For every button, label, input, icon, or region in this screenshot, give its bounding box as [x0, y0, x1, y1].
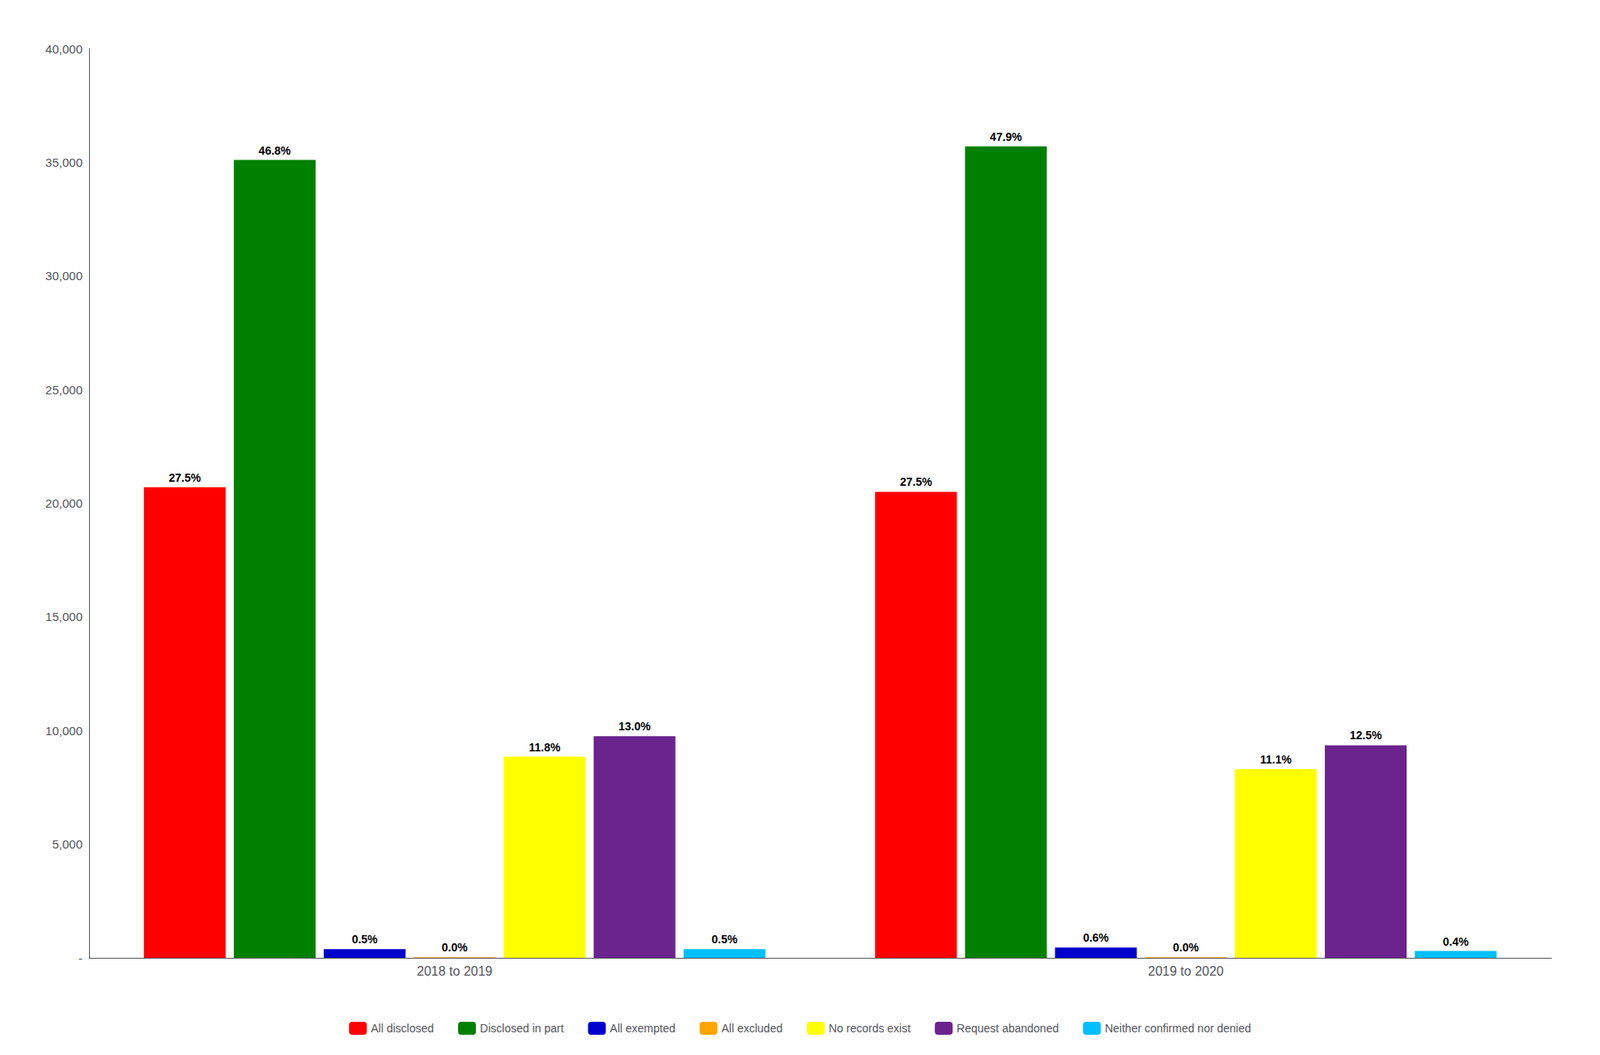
- svg-text:All excluded: All excluded: [721, 1021, 783, 1035]
- svg-text:15,000: 15,000: [45, 609, 83, 624]
- svg-text:35,000: 35,000: [45, 155, 83, 170]
- svg-text:5,000: 5,000: [51, 836, 83, 851]
- svg-text:All exempted: All exempted: [610, 1021, 676, 1035]
- svg-text:27.5%: 27.5%: [168, 471, 201, 484]
- svg-text:No records exist: No records exist: [828, 1021, 911, 1035]
- svg-text:30,000: 30,000: [45, 268, 83, 283]
- svg-text:20,000: 20,000: [45, 496, 83, 510]
- svg-text:10,000: 10,000: [45, 723, 83, 738]
- svg-text:0.5%: 0.5%: [711, 932, 738, 946]
- svg-text:-: -: [78, 950, 83, 965]
- svg-text:11.1%: 11.1%: [1260, 752, 1292, 766]
- svg-text:40,000: 40,000: [45, 42, 83, 56]
- svg-text:27.5%: 27.5%: [899, 475, 933, 489]
- svg-text:47.9%: 47.9%: [989, 130, 1023, 144]
- svg-text:0.0%: 0.0%: [441, 940, 468, 954]
- svg-text:2019 to 2020: 2019 to 2020: [1148, 963, 1225, 978]
- svg-text:Neither confirmed nor denied: Neither confirmed nor denied: [1104, 1021, 1252, 1035]
- svg-text:0.4%: 0.4%: [1442, 934, 1469, 948]
- svg-text:13.0%: 13.0%: [618, 719, 651, 733]
- svg-text:25,000: 25,000: [45, 382, 83, 397]
- svg-text:2018 to 2019: 2018 to 2019: [416, 963, 493, 978]
- svg-text:11.8%: 11.8%: [528, 740, 561, 754]
- svg-text:Request abandoned: Request abandoned: [956, 1021, 1059, 1035]
- svg-text:All disclosed: All disclosed: [370, 1021, 434, 1035]
- svg-text:12.5%: 12.5%: [1349, 728, 1383, 742]
- svg-text:Disclosed in part: Disclosed in part: [479, 1021, 565, 1035]
- svg-text:0.0%: 0.0%: [1172, 940, 1199, 954]
- svg-text:0.6%: 0.6%: [1082, 930, 1109, 944]
- svg-text:0.5%: 0.5%: [352, 932, 378, 946]
- svg-text:46.8%: 46.8%: [258, 144, 292, 158]
